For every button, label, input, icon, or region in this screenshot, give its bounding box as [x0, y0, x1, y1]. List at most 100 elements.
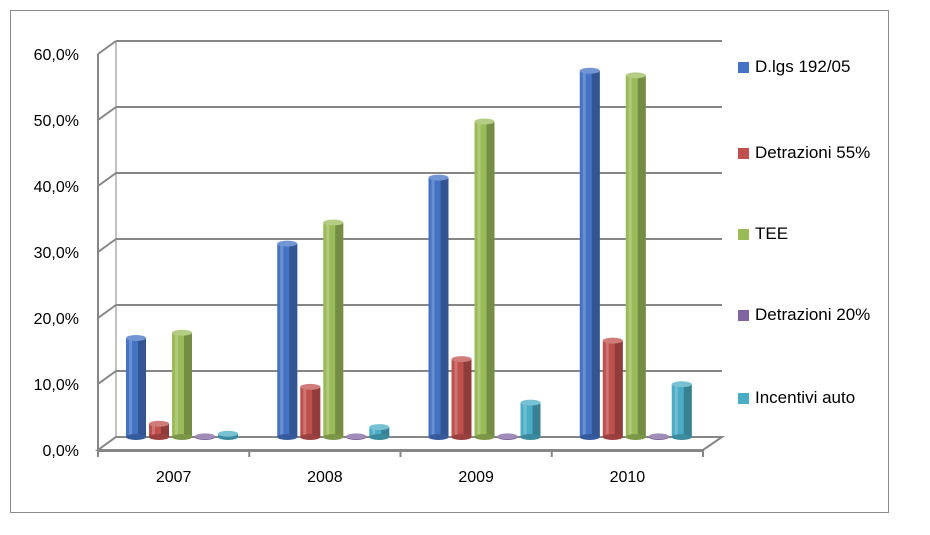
bar-top	[428, 174, 449, 181]
legend-label: D.lgs 192/05	[755, 57, 851, 76]
bar-shade	[463, 359, 472, 437]
bar-shade	[381, 427, 390, 437]
bar-highlight	[326, 222, 330, 437]
bar-highlight	[129, 338, 132, 437]
bar-top	[149, 420, 169, 427]
y-tick-label: 60,0%	[34, 47, 79, 64]
bar-base	[625, 434, 646, 440]
bar	[497, 433, 518, 440]
bar	[428, 174, 449, 440]
bar-highlight	[152, 423, 155, 437]
bar	[195, 433, 215, 440]
y-tick-label: 20,0%	[34, 311, 79, 328]
bar-shade	[184, 332, 192, 437]
legend-label: Detrazioni 55%	[755, 143, 871, 162]
bar-base	[671, 434, 692, 440]
legend-swatch	[738, 310, 749, 321]
gridline-depth	[97, 238, 117, 253]
bar-highlight	[280, 243, 284, 437]
bar-top	[346, 433, 367, 440]
bar-base	[520, 434, 541, 440]
legend-swatch	[738, 393, 749, 404]
bar	[149, 420, 169, 440]
x-tick-label: 2007	[156, 469, 192, 486]
bar	[277, 240, 298, 440]
legend-swatch	[738, 229, 749, 240]
gridline-depth	[97, 370, 117, 385]
gridline-depth	[97, 40, 117, 55]
bar-base	[474, 434, 495, 440]
bar	[323, 219, 344, 440]
bar-highlight	[605, 340, 609, 437]
bar-base	[451, 434, 472, 440]
bar-shade	[614, 340, 623, 437]
bar-highlight	[372, 427, 376, 437]
bar-top	[648, 433, 669, 440]
bar-top	[172, 329, 192, 336]
gridline-depth	[97, 172, 117, 187]
tick-labels: 0,0% 10,0% 20,0% 30,0% 40,0% 50,0% 60,0% 2007 20…	[34, 47, 646, 486]
bar	[346, 433, 367, 440]
bar-shade	[440, 177, 449, 437]
bar-shade	[138, 338, 146, 437]
legend-swatch	[738, 148, 749, 159]
bar	[520, 399, 541, 440]
bar-base	[300, 434, 321, 440]
x-tick-label: 2008	[307, 469, 343, 486]
legend-item: Incentivi auto	[738, 388, 880, 410]
bar	[625, 72, 646, 440]
bar-top	[520, 399, 541, 406]
x-tick-label: 2009	[458, 469, 494, 486]
bar-top	[300, 383, 321, 390]
bar	[451, 356, 472, 440]
y-tick-label: 50,0%	[34, 113, 79, 130]
bar-highlight	[523, 402, 527, 437]
legend-label: TEE	[755, 224, 789, 243]
bar-shade	[637, 75, 646, 437]
bar	[648, 433, 669, 440]
y-tick-label: 10,0%	[34, 377, 79, 394]
bar-highlight	[454, 359, 458, 437]
bar-top	[579, 67, 600, 74]
legend-item: D.lgs 192/05	[738, 57, 880, 79]
bar-highlight	[674, 384, 678, 437]
bar-top	[451, 356, 472, 363]
bar-highlight	[303, 386, 307, 437]
bar-base	[579, 434, 600, 440]
y-tick-label: 0,0%	[43, 443, 79, 460]
bar-base	[428, 434, 449, 440]
bar-top	[323, 219, 344, 226]
bar-shade	[289, 243, 298, 437]
legend-label: Incentivi auto	[755, 388, 856, 407]
bar-highlight	[175, 332, 178, 437]
bar	[172, 329, 192, 440]
bar-shade	[161, 423, 169, 437]
bar-highlight	[431, 177, 435, 437]
bar-shade	[683, 384, 692, 437]
gridline-depth	[97, 304, 117, 319]
legend-swatch	[738, 62, 749, 73]
bar-top	[218, 430, 238, 437]
bar-shade	[532, 402, 541, 437]
bar	[300, 383, 321, 440]
bar	[126, 335, 146, 440]
axes	[94, 41, 726, 457]
bar	[474, 118, 495, 440]
y-tick-label: 40,0%	[34, 179, 79, 196]
bar-top	[671, 381, 692, 388]
bar	[218, 430, 238, 440]
bar-base	[277, 434, 298, 440]
bar-top	[195, 433, 215, 440]
x-tick-label: 2010	[610, 469, 646, 486]
bar-highlight	[477, 121, 481, 438]
legend-item: TEE	[738, 224, 880, 246]
bar-shade	[335, 222, 344, 437]
bar-top	[126, 335, 146, 341]
bar-top	[602, 337, 623, 344]
bar	[369, 424, 390, 440]
gridline-depth	[97, 106, 117, 121]
bar-top	[369, 424, 390, 431]
bar-top	[497, 433, 518, 440]
bar-shade	[312, 386, 321, 437]
